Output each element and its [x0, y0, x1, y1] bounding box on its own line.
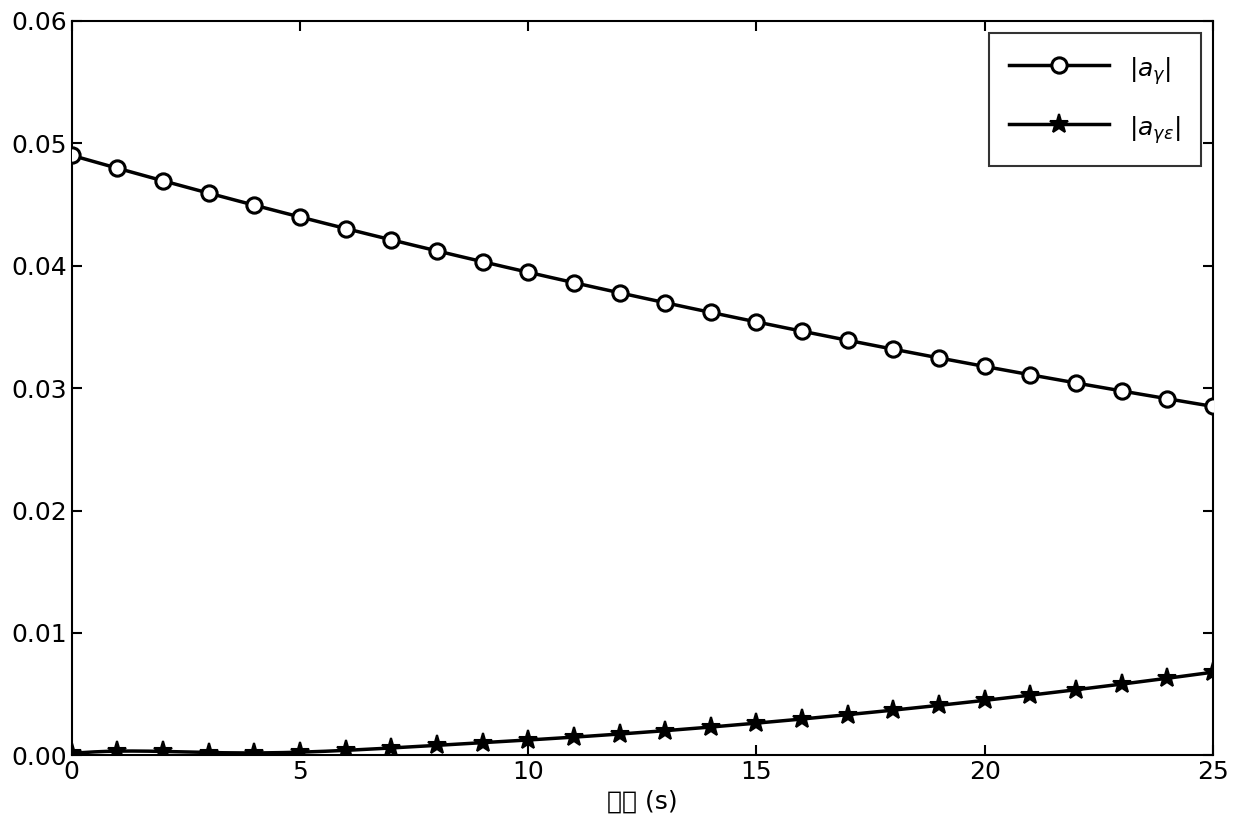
$|a_{\gamma\varepsilon}|$: [64, 748, 79, 758]
$|a_{\gamma}|$: [1115, 386, 1130, 396]
$|a_{\gamma\varepsilon}|$: [657, 726, 672, 736]
Legend: $|a_{\gamma}|$, $|a_{\gamma\varepsilon}|$: $|a_{\gamma}|$, $|a_{\gamma\varepsilon}|…: [990, 33, 1200, 166]
$|a_{\gamma}|$: [657, 298, 672, 308]
$|a_{\gamma\varepsilon}|$: [247, 748, 262, 758]
$|a_{\gamma\varepsilon}|$: [1159, 673, 1174, 683]
$|a_{\gamma\varepsilon}|$: [977, 695, 992, 705]
$|a_{\gamma}|$: [155, 176, 170, 186]
$|a_{\gamma\varepsilon}|$: [110, 746, 125, 756]
$|a_{\gamma\varepsilon}|$: [887, 705, 901, 715]
$|a_{\gamma\varepsilon}|$: [384, 743, 399, 753]
Line: $|a_{\gamma\varepsilon}|$: $|a_{\gamma\varepsilon}|$: [62, 662, 1223, 763]
$|a_{\gamma}|$: [64, 150, 79, 160]
$|a_{\gamma\varepsilon}|$: [931, 700, 946, 710]
$|a_{\gamma\varepsilon}|$: [613, 729, 627, 739]
$|a_{\gamma}|$: [795, 326, 810, 336]
$|a_{\gamma}|$: [749, 317, 764, 327]
$|a_{\gamma\varepsilon}|$: [1069, 685, 1084, 695]
$|a_{\gamma}|$: [339, 224, 353, 233]
$|a_{\gamma}|$: [567, 278, 582, 288]
$|a_{\gamma}|$: [977, 361, 992, 371]
$|a_{\gamma}|$: [110, 163, 125, 173]
$|a_{\gamma}|$: [613, 288, 627, 298]
$|a_{\gamma\varepsilon}|$: [841, 710, 856, 719]
$|a_{\gamma\varepsilon}|$: [201, 747, 216, 757]
$|a_{\gamma\varepsilon}|$: [795, 714, 810, 724]
$|a_{\gamma}|$: [1069, 378, 1084, 388]
$|a_{\gamma\varepsilon}|$: [293, 747, 308, 757]
$|a_{\gamma\varepsilon}|$: [429, 740, 444, 750]
$|a_{\gamma}|$: [247, 200, 262, 210]
$|a_{\gamma}|$: [1205, 402, 1220, 412]
$|a_{\gamma}|$: [293, 212, 308, 222]
$|a_{\gamma}|$: [201, 188, 216, 198]
$|a_{\gamma}|$: [1159, 394, 1174, 403]
$|a_{\gamma\varepsilon}|$: [1023, 691, 1038, 700]
$|a_{\gamma}|$: [475, 257, 490, 266]
$|a_{\gamma}|$: [887, 344, 901, 354]
$|a_{\gamma}|$: [1023, 370, 1038, 380]
$|a_{\gamma}|$: [931, 353, 946, 363]
$|a_{\gamma}|$: [521, 267, 536, 277]
$|a_{\gamma\varepsilon}|$: [521, 735, 536, 745]
$|a_{\gamma\varepsilon}|$: [1205, 667, 1220, 677]
$|a_{\gamma\varepsilon}|$: [703, 722, 718, 732]
$|a_{\gamma\varepsilon}|$: [1115, 679, 1130, 689]
$|a_{\gamma}|$: [429, 246, 444, 256]
$|a_{\gamma}|$: [703, 308, 718, 318]
$|a_{\gamma\varepsilon}|$: [749, 719, 764, 728]
$|a_{\gamma\varepsilon}|$: [475, 738, 490, 747]
$|a_{\gamma\varepsilon}|$: [567, 732, 582, 742]
$|a_{\gamma}|$: [384, 235, 399, 245]
X-axis label: 时间 (s): 时间 (s): [608, 790, 678, 814]
Line: $|a_{\gamma}|$: $|a_{\gamma}|$: [64, 148, 1220, 414]
$|a_{\gamma\varepsilon}|$: [339, 746, 353, 756]
$|a_{\gamma}|$: [841, 336, 856, 346]
$|a_{\gamma\varepsilon}|$: [155, 747, 170, 757]
